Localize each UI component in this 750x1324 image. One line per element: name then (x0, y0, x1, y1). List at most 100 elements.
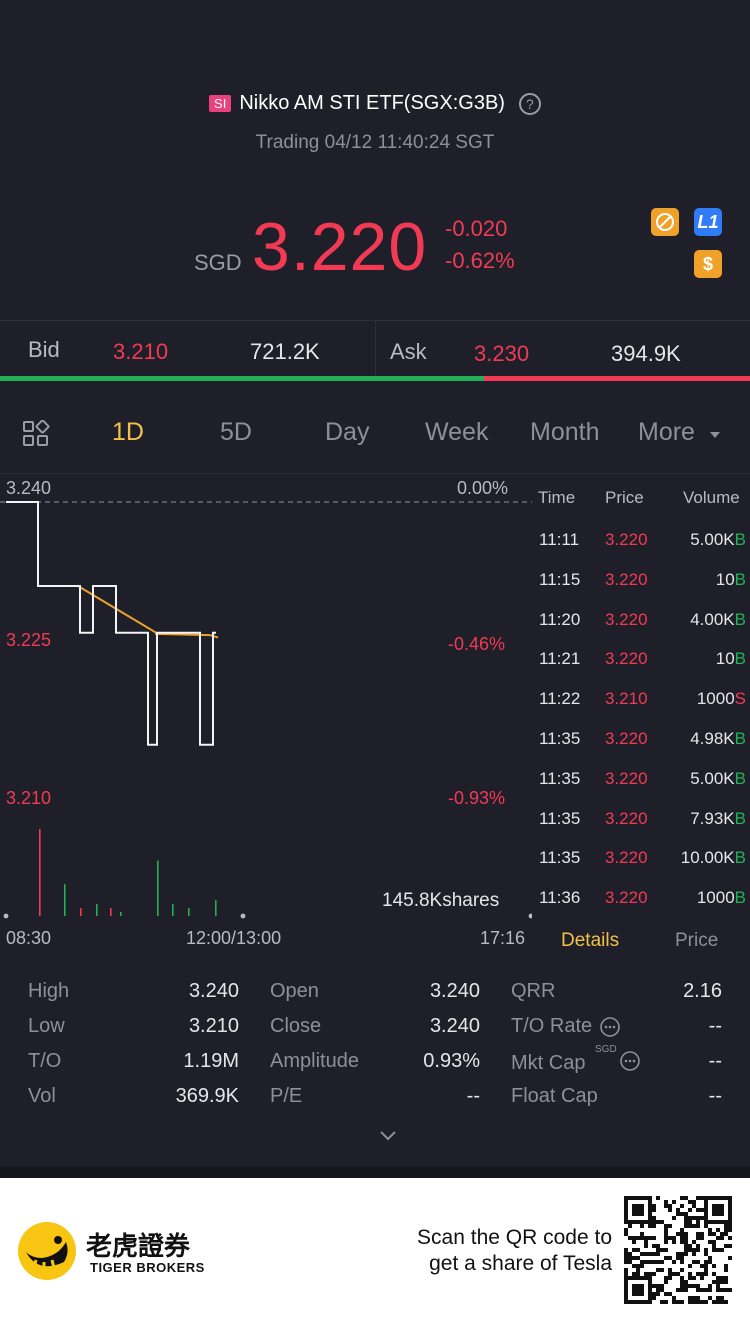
tab-1d[interactable]: 1D (112, 418, 144, 446)
info-dots-icon[interactable] (619, 1050, 641, 1072)
qr-module (720, 1236, 724, 1240)
qr-module (696, 1244, 700, 1248)
ticks-header-time: Time (538, 488, 576, 507)
qr-module (712, 1264, 716, 1268)
qr-module (688, 1200, 692, 1204)
quote-header: SI Nikko AM STI ETF(SGX:G3B) ? Trading 0… (0, 0, 750, 320)
tick-side: B (734, 569, 746, 589)
qr-module (676, 1208, 680, 1212)
qr-module (684, 1216, 688, 1220)
qr-module (624, 1268, 628, 1272)
qr-module (624, 1256, 628, 1260)
tick-volume: 10B (715, 649, 746, 669)
bid-ask-bar[interactable]: Bid 3.210 721.2K Ask 3.230 394.9K (0, 320, 750, 382)
volume-bar (157, 860, 159, 916)
tick-volume: 5.00KB (690, 768, 746, 788)
qr-module (724, 1300, 728, 1304)
qr-module (624, 1228, 628, 1232)
qr-module (628, 1256, 632, 1260)
grid-layout-icon[interactable] (22, 420, 50, 448)
qr-module (716, 1284, 720, 1288)
qr-module (696, 1196, 700, 1200)
qr-module (668, 1224, 672, 1228)
tick-time: 11:15 (539, 569, 581, 589)
qr-module (656, 1196, 660, 1200)
tick-volume: 4.00KB (690, 609, 746, 629)
qr-module (676, 1252, 680, 1256)
stat-open: 3.240 (429, 980, 480, 1002)
qr-module (660, 1268, 664, 1272)
qr-module (708, 1240, 712, 1244)
qr-module (636, 1236, 640, 1240)
bid-price: 3.210 (113, 339, 169, 364)
qr-module (688, 1248, 692, 1252)
qr-module (672, 1200, 676, 1204)
qr-finder (632, 1284, 644, 1296)
tick-price: 3.220 (605, 729, 648, 748)
qr-module (668, 1276, 672, 1280)
qr-module (704, 1264, 708, 1268)
tab-week[interactable]: Week (425, 418, 489, 446)
no-short-icon[interactable] (651, 208, 679, 236)
intraday-chart[interactable] (0, 474, 534, 934)
qr-module (668, 1292, 672, 1296)
stat-low-label: Low (28, 1015, 65, 1037)
tab-day[interactable]: Day (325, 418, 370, 446)
qr-module (680, 1236, 684, 1240)
expand-chevron-icon[interactable] (378, 1126, 398, 1146)
qr-module (724, 1264, 728, 1268)
qr-module (708, 1232, 712, 1236)
promo-footer[interactable]: 老虎證券 TIGER BROKERS Scan the QR code to g… (0, 1178, 750, 1324)
qr-module (724, 1288, 728, 1292)
last-price: 3.220 (252, 209, 428, 285)
qr-module (684, 1252, 688, 1256)
qr-module (680, 1256, 684, 1260)
tab-more[interactable]: More (638, 418, 695, 446)
stat-to: 1.19M (183, 1050, 239, 1072)
qr-module (652, 1260, 656, 1264)
qr-module (656, 1252, 660, 1256)
qr-module (720, 1296, 724, 1300)
qr-module (668, 1208, 672, 1212)
qr-module (648, 1252, 652, 1256)
currency-label: SGD (194, 250, 242, 275)
qr-module (716, 1236, 720, 1240)
qr-module (700, 1300, 704, 1304)
stat-close: 3.240 (429, 1015, 480, 1037)
level1-badge-icon[interactable]: L1 (694, 208, 722, 236)
time-mid: 12:00/13:00 (186, 928, 282, 948)
tick-price: 3.220 (605, 888, 648, 908)
qr-module (684, 1232, 688, 1236)
qr-code-icon[interactable] (624, 1196, 732, 1304)
caret-down-icon[interactable] (709, 430, 721, 440)
stock-title: Nikko AM STI ETF(SGX:G3B) (239, 92, 505, 114)
qr-module (636, 1272, 640, 1276)
qr-module (644, 1252, 648, 1256)
qr-module (672, 1300, 676, 1304)
help-icon[interactable]: ? (518, 92, 541, 115)
qr-module (688, 1276, 692, 1280)
tab-month[interactable]: Month (530, 418, 600, 446)
qr-module (680, 1268, 684, 1272)
info-dots-icon[interactable] (599, 1016, 621, 1038)
tab-details[interactable]: Details (561, 930, 620, 951)
tick-row: 11:35 3.220 4.98KB (532, 729, 750, 769)
qr-module (668, 1272, 672, 1276)
volume-label: 145.8Kshares (382, 890, 500, 911)
dollar-badge-icon[interactable]: $ (694, 250, 722, 278)
qr-module (720, 1288, 724, 1292)
ask-volume-bar (484, 376, 750, 381)
qr-module (708, 1296, 712, 1300)
qr-module (668, 1268, 672, 1272)
tick-side: B (734, 768, 746, 788)
tick-volume: 5.00KB (690, 530, 746, 549)
logo-english-text: TIGER BROKERS (90, 1260, 205, 1275)
y-label-bot: 3.210 (6, 788, 52, 808)
qr-module (672, 1216, 676, 1220)
qr-module (632, 1272, 636, 1276)
tab-5d[interactable]: 5D (220, 418, 252, 446)
qr-module (656, 1292, 660, 1296)
qr-module (632, 1264, 636, 1268)
tab-price[interactable]: Price (675, 930, 719, 951)
ticks-header-price: Price (605, 488, 644, 507)
